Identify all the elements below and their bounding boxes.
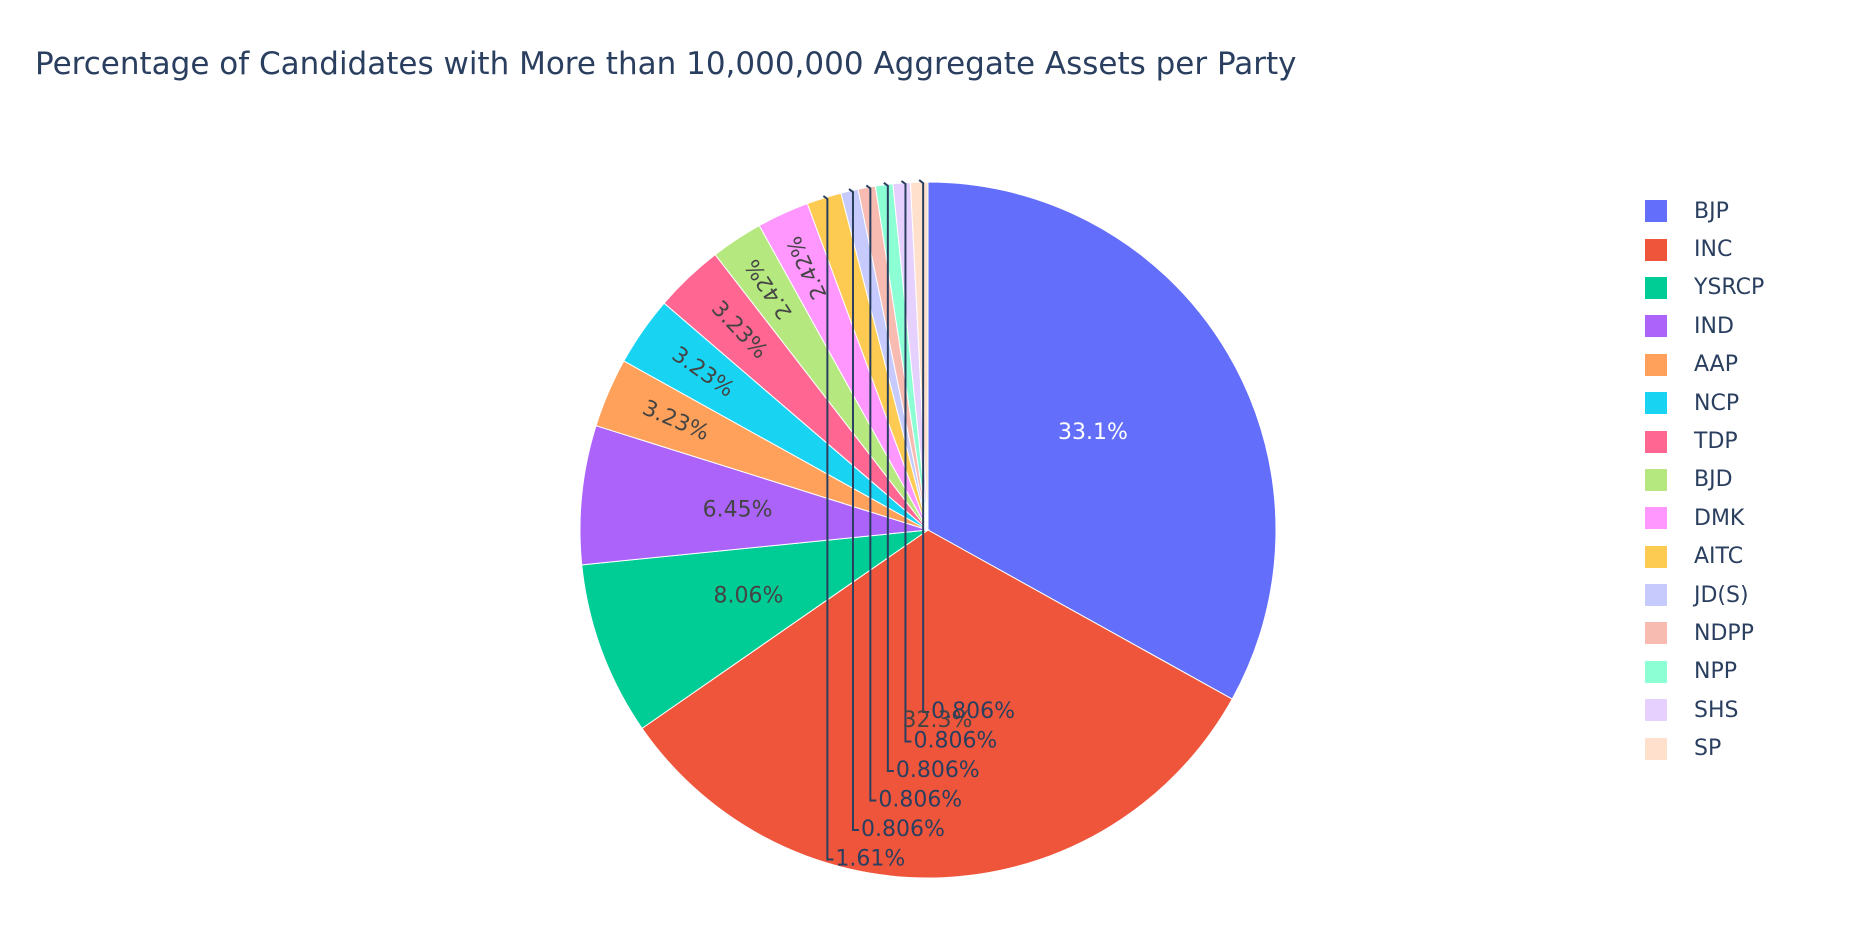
- legend-item-ind[interactable]: IND: [1645, 307, 1764, 345]
- slice-label-npp: 0.806%: [896, 758, 980, 783]
- slice-label-bjp: 33.1%: [1058, 420, 1128, 445]
- legend-item-aitc[interactable]: AITC: [1645, 538, 1764, 576]
- leader-line: [822, 195, 834, 861]
- legend-label: BJD: [1694, 467, 1733, 493]
- legend-label: INC: [1694, 237, 1733, 263]
- legend-item-ncp[interactable]: NCP: [1645, 384, 1764, 422]
- legend-label: YSRCP: [1694, 275, 1765, 301]
- legend-swatch: [1645, 507, 1667, 530]
- legend-item-aap[interactable]: AAP: [1645, 346, 1764, 384]
- legend-label: IND: [1694, 313, 1734, 339]
- legend-swatch: [1645, 622, 1667, 645]
- legend-label: AAP: [1694, 352, 1738, 378]
- legend-item-tdp[interactable]: TDP: [1645, 422, 1764, 460]
- legend-label: JD(S): [1694, 582, 1749, 608]
- legend-swatch: [1645, 468, 1667, 491]
- leader-line: [918, 179, 930, 713]
- legend-item-npp[interactable]: NPP: [1645, 653, 1764, 691]
- legend-swatch: [1645, 699, 1667, 722]
- legend: BJP INC YSRCP IND AAP NCP TDP BJD DMK AITC JD(S) ND…: [1645, 192, 1764, 768]
- legend-swatch: [1645, 353, 1667, 376]
- pie-slice-bjp[interactable]: [927, 181, 1277, 700]
- pie-slice-ysrcp[interactable]: [581, 529, 930, 730]
- slice-label-ndpp: 0.806%: [878, 788, 962, 813]
- legend-item-jds[interactable]: JD(S): [1645, 576, 1764, 614]
- legend-swatch: [1645, 584, 1667, 607]
- legend-item-shs[interactable]: SHS: [1645, 691, 1764, 729]
- legend-label: NDPP: [1694, 620, 1754, 646]
- legend-label: SHS: [1694, 697, 1739, 723]
- legend-item-ysrcp[interactable]: YSRCP: [1645, 269, 1764, 307]
- slice-label-ysrcp: 8.06%: [713, 583, 783, 608]
- slice-label-sp: 0.806%: [931, 699, 1015, 724]
- legend-swatch: [1645, 200, 1667, 223]
- legend-swatch: [1645, 545, 1667, 568]
- legend-item-bjd[interactable]: BJD: [1645, 461, 1764, 499]
- legend-swatch: [1645, 430, 1667, 453]
- legend-label: NCP: [1694, 390, 1740, 416]
- pie-slices: [579, 181, 1277, 879]
- slice-label-inc: 32.3%: [903, 708, 973, 733]
- legend-item-inc[interactable]: INC: [1645, 230, 1764, 268]
- slice-label-jds: 0.806%: [861, 817, 945, 842]
- legend-swatch: [1645, 392, 1667, 415]
- legend-label: NPP: [1694, 659, 1737, 685]
- legend-swatch: [1645, 276, 1667, 299]
- legend-item-dmk[interactable]: DMK: [1645, 499, 1764, 537]
- leader-line: [848, 188, 859, 831]
- legend-swatch: [1645, 737, 1667, 760]
- legend-label: SP: [1694, 736, 1722, 762]
- pie-slice-ind[interactable]: [579, 425, 929, 566]
- leader-line: [900, 180, 912, 743]
- chart-title: Percentage of Candidates with More than …: [35, 46, 1297, 82]
- legend-label: BJP: [1694, 198, 1729, 224]
- legend-label: DMK: [1694, 505, 1745, 531]
- slice-label-shs: 0.806%: [913, 729, 997, 754]
- legend-swatch: [1645, 660, 1667, 683]
- legend-item-bjp[interactable]: BJP: [1645, 192, 1764, 230]
- legend-label: AITC: [1694, 544, 1744, 570]
- legend-label: TDP: [1694, 429, 1738, 455]
- pie-slice-inc[interactable]: [641, 529, 1233, 879]
- leader-line: [883, 181, 894, 772]
- label-leader-lines: [822, 179, 930, 861]
- legend-item-ndpp[interactable]: NDPP: [1645, 614, 1764, 652]
- legend-swatch: [1645, 238, 1667, 261]
- legend-item-sp[interactable]: SP: [1645, 729, 1764, 767]
- legend-swatch: [1645, 315, 1667, 338]
- slice-label-ind: 6.45%: [703, 498, 773, 523]
- leader-line: [865, 184, 877, 802]
- slice-label-aitc: 1.61%: [835, 847, 905, 872]
